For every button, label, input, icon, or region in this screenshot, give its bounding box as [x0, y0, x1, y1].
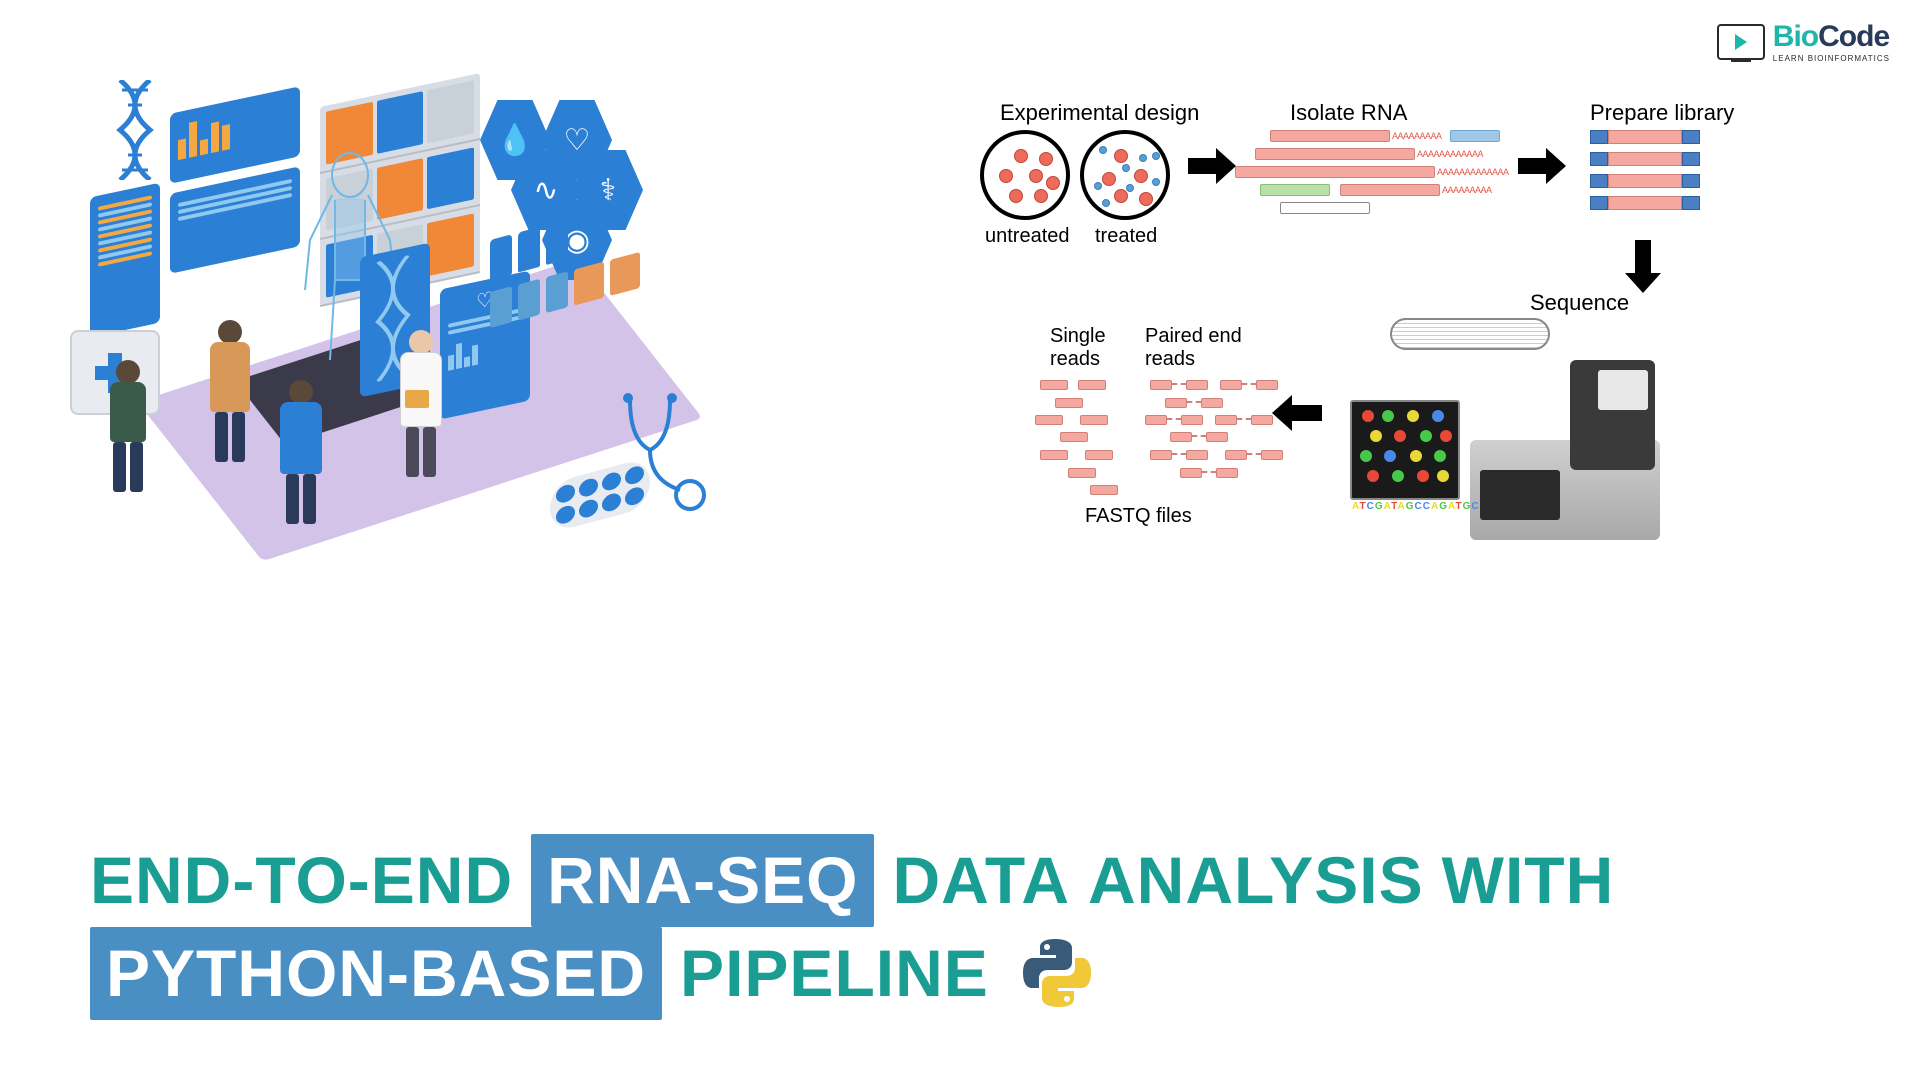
python-logo-icon: [1017, 933, 1097, 1013]
library-fragment: [1590, 152, 1700, 166]
logo-text: BioCode LEARN BIOINFORMATICS: [1773, 20, 1890, 63]
rnaseq-workflow-diagram: Experimental design untreated treated Is…: [970, 100, 1850, 560]
arrow-1: [1188, 158, 1218, 174]
title-word-5: WITH: [1442, 836, 1615, 925]
bioinformatics-illustration: 💧 ♡ ∿ ⚕ ◉: [60, 70, 740, 550]
logo-monitor-icon: [1717, 24, 1765, 60]
title-word-6-hl: PYTHON-BASED: [90, 927, 662, 1020]
logo-bi: Bi: [1773, 20, 1801, 53]
flow-cell: [1390, 318, 1550, 350]
person-2: [210, 320, 250, 462]
arrow-4: [1290, 405, 1322, 421]
title-word-4: ANALYSIS: [1088, 836, 1424, 925]
rna-fragment: [1260, 184, 1330, 196]
biocode-logo: BioCode LEARN BIOINFORMATICS: [1717, 20, 1890, 63]
rna-fragment: [1450, 130, 1500, 142]
library-fragment: [1590, 174, 1700, 188]
rna-fragment: [1270, 130, 1390, 142]
label-paired-reads: Paired end reads: [1145, 325, 1255, 371]
person-1: [110, 360, 146, 492]
logo-o: o: [1801, 20, 1818, 53]
rna-fragment: [1255, 148, 1415, 160]
arrow-2: [1518, 158, 1548, 174]
title-word-2-hl: RNA-SEQ: [531, 834, 874, 927]
title-word-7: PIPELINE: [680, 929, 989, 1018]
pill-pack-icon: [550, 457, 650, 534]
library-fragment: [1590, 130, 1700, 144]
play-icon: [1735, 34, 1747, 50]
label-treated: treated: [1095, 225, 1157, 248]
label-exp-design: Experimental design: [1000, 100, 1199, 126]
logo-subtitle: LEARN BIOINFORMATICS: [1773, 54, 1890, 63]
label-prep-library: Prepare library: [1590, 100, 1734, 126]
untreated-sample: [980, 130, 1070, 220]
rna-fragment: [1235, 166, 1435, 178]
person-3: [280, 380, 322, 524]
label-untreated: untreated: [985, 225, 1070, 248]
label-single-reads: Single reads: [1050, 325, 1120, 371]
rna-fragment: [1280, 202, 1370, 214]
treated-sample: [1080, 130, 1170, 220]
label-isolate-rna: Isolate RNA: [1290, 100, 1407, 126]
logo-code: Code: [1818, 20, 1889, 53]
sequencing-spots: ATCGATAGCCAGATGC: [1350, 400, 1460, 500]
page-title: END-TO-END RNA-SEQ DATA ANALYSIS WITH PY…: [90, 834, 1860, 1020]
sequence-text: ATCGATAGCCAGATGC: [1352, 501, 1458, 512]
arrow-3: [1635, 240, 1651, 275]
title-word-3: DATA: [892, 836, 1070, 925]
label-sequence: Sequence: [1530, 290, 1629, 316]
dna-helix-icon: [110, 80, 160, 180]
library-fragment: [1590, 196, 1700, 210]
label-fastq: FASTQ files: [1085, 505, 1192, 528]
data-panel-left: [90, 183, 160, 338]
person-doctor: [400, 330, 442, 477]
sequencer-machine: [1470, 360, 1660, 540]
rna-fragment: [1340, 184, 1440, 196]
title-word-1: END-TO-END: [90, 836, 513, 925]
data-panel-mid: [170, 166, 300, 274]
